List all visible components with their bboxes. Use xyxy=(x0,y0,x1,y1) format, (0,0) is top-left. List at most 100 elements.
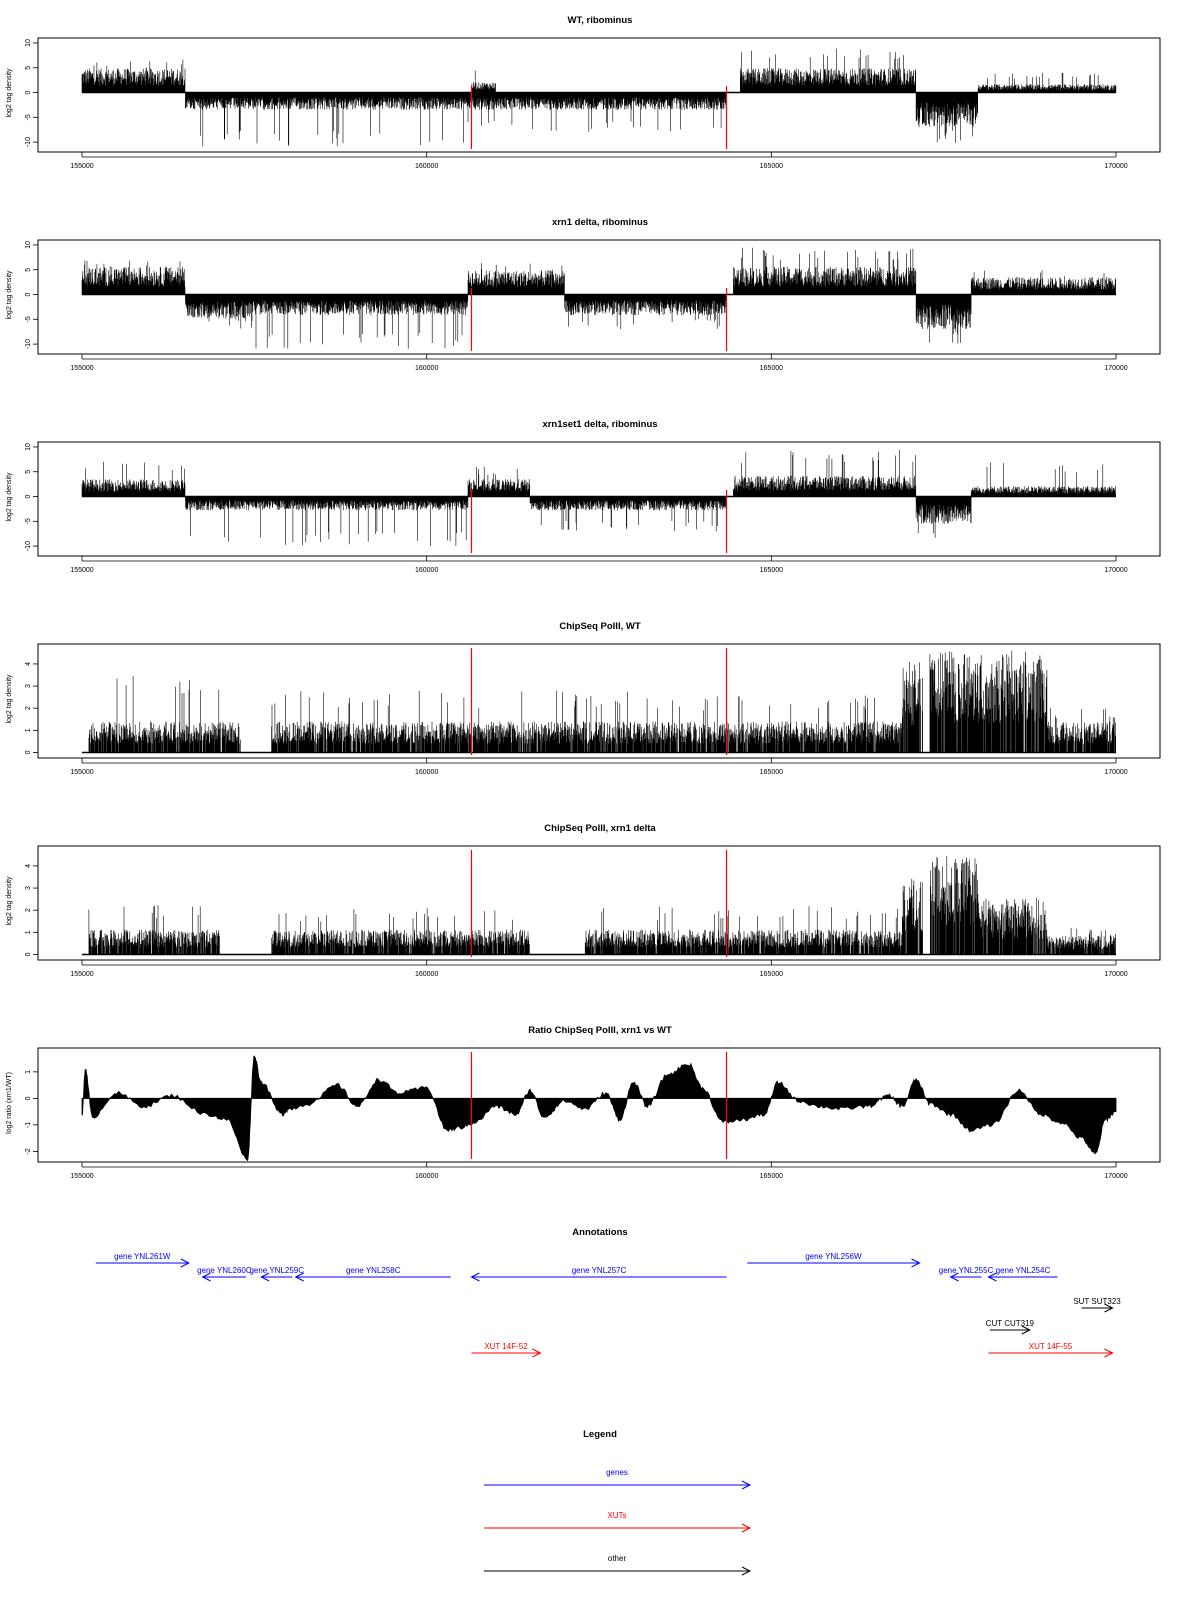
legend-item: genes xyxy=(484,1468,752,1490)
x-tick-label: 160000 xyxy=(415,971,438,978)
annotation-feature: gene YNL259C xyxy=(249,1266,304,1282)
y-tick-label: 10 xyxy=(25,241,32,249)
feature-arrow-icon xyxy=(911,1258,921,1268)
y-tick-label: 5 xyxy=(25,268,32,272)
panel-3-ylabel: log2 tag density xyxy=(6,472,13,522)
annotation-feature: gene YNL254C xyxy=(987,1266,1058,1282)
annotations-title: Annotations xyxy=(572,1227,627,1238)
feature-arrow-icon xyxy=(470,1272,480,1282)
legend: Legend genes XUTs other xyxy=(484,1429,752,1576)
y-tick-label: -10 xyxy=(25,339,32,349)
feature-label: XUT 14F-55 xyxy=(1029,1342,1073,1351)
legend-arrow-icon xyxy=(741,1566,752,1576)
feature-label: gene YNL261W xyxy=(114,1252,171,1261)
y-tick-label: 0 xyxy=(25,750,32,754)
feature-label: SUT SUT323 xyxy=(1073,1297,1121,1306)
y-tick-label: 0 xyxy=(25,494,32,498)
panel-xrn1set1-ribominus: xrn1set1 delta, ribominus log2 tag densi… xyxy=(6,419,1161,574)
feature-arrow-icon xyxy=(294,1272,304,1282)
signal-bars xyxy=(81,449,1116,546)
plot-frame xyxy=(37,1047,1161,1163)
panel-6-ylabel: log2 ratio (xrn1/WT) xyxy=(6,1072,13,1134)
y-tick-label: -5 xyxy=(25,316,32,322)
y-tick-label: 1 xyxy=(25,728,32,732)
feature-arrow-icon xyxy=(532,1348,542,1358)
feature-arrow-icon xyxy=(949,1272,959,1282)
feature-label: gene YNL259C xyxy=(249,1266,304,1275)
y-tick-label: 0 xyxy=(25,952,32,956)
feature-arrow-icon xyxy=(260,1272,270,1282)
x-tick-label: 160000 xyxy=(415,163,438,170)
feature-arrow-icon xyxy=(1104,1303,1114,1313)
x-tick-label: 160000 xyxy=(415,365,438,372)
x-tick-label: 165000 xyxy=(760,769,783,776)
x-tick-label: 155000 xyxy=(70,971,93,978)
annotation-feature: XUT 14F-52 xyxy=(471,1342,542,1358)
legend-items: genes XUTs other xyxy=(484,1468,752,1576)
annotation-feature: gene YNL257C xyxy=(470,1266,727,1282)
y-tick-label: 5 xyxy=(25,66,32,70)
signal-bars xyxy=(81,247,1116,349)
annotation-feature: gene YNL261W xyxy=(95,1252,190,1268)
legend-title: Legend xyxy=(583,1429,617,1440)
panel-4-ylabel: log2 tag density xyxy=(6,674,13,724)
panel-wt-ribominus: WT, ribominus log2 tag density 155000 160… xyxy=(6,15,1161,170)
x-tick-label: 170000 xyxy=(1104,567,1127,574)
feature-label: gene YNL260C xyxy=(197,1266,252,1275)
feature-arrow-icon xyxy=(987,1272,997,1282)
x-tick-label: 155000 xyxy=(70,567,93,574)
x-tick-label: 170000 xyxy=(1104,365,1127,372)
plot-frame xyxy=(37,239,1161,355)
y-tick-label: 3 xyxy=(25,684,32,688)
panel-ratio: Ratio ChipSeq PolII, xrn1 vs WT log2 rat… xyxy=(6,1025,1161,1180)
x-tick-label: 165000 xyxy=(760,365,783,372)
signal-bars xyxy=(88,650,1116,753)
x-tick-label: 160000 xyxy=(415,1173,438,1180)
y-tick-label: -5 xyxy=(25,114,32,120)
y-tick-label: 10 xyxy=(25,443,32,451)
y-tick-label: 0 xyxy=(25,1096,32,1100)
y-tick-label: -10 xyxy=(25,137,32,147)
legend-item: other xyxy=(484,1554,752,1576)
panel-4-plot: 155000 160000 165000 170000 0 1 2 3 4 xyxy=(25,643,1161,776)
x-tick-label: 165000 xyxy=(760,567,783,574)
legend-item-label: other xyxy=(608,1554,627,1563)
panel-6-plot: 155000 160000 165000 170000 -2 -1 0 1 xyxy=(25,1047,1161,1180)
y-tick-label: 5 xyxy=(25,470,32,474)
x-tick-label: 155000 xyxy=(70,365,93,372)
x-tick-label: 160000 xyxy=(415,769,438,776)
legend-item-label: XUTs xyxy=(607,1511,626,1520)
y-tick-label: 4 xyxy=(25,864,32,868)
signal-bars xyxy=(81,48,1117,147)
feature-label: CUT CUT319 xyxy=(986,1319,1035,1328)
feature-arrow-icon xyxy=(1021,1325,1031,1335)
panel-1-title: WT, ribominus xyxy=(568,15,633,26)
feature-label: XUT 14F-52 xyxy=(484,1342,528,1351)
panel-1-ylabel: log2 tag density xyxy=(6,68,13,118)
panel-chipseq-wt: ChipSeq PolII, WT log2 tag density 15500… xyxy=(6,621,1161,776)
annotation-feature: gene YNL260C xyxy=(197,1266,252,1282)
panel-chipseq-xrn1: ChipSeq PolII, xrn1 delta log2 tag densi… xyxy=(6,823,1161,978)
y-tick-label: -2 xyxy=(25,1148,32,1154)
panel-6-title: Ratio ChipSeq PolII, xrn1 vs WT xyxy=(528,1025,672,1036)
plot-frame xyxy=(37,37,1161,153)
feature-arrow-icon xyxy=(180,1258,190,1268)
y-tick-label: 1 xyxy=(25,930,32,934)
panel-2-plot: 155000 160000 165000 170000 -10 -5 0 5 10 xyxy=(25,239,1161,372)
panel-1-plot: 155000 160000 165000 170000 -10 -5 0 5 10 xyxy=(25,37,1161,170)
y-tick-label: -5 xyxy=(25,518,32,524)
x-tick-label: 170000 xyxy=(1104,1173,1127,1180)
feature-label: gene YNL258C xyxy=(346,1266,401,1275)
x-tick-label: 155000 xyxy=(70,769,93,776)
signal-bars xyxy=(88,856,1116,955)
x-tick-label: 170000 xyxy=(1104,769,1127,776)
x-tick-label: 155000 xyxy=(70,1173,93,1180)
ratio-area xyxy=(81,1055,1117,1162)
panel-4-title: ChipSeq PolII, WT xyxy=(559,621,640,632)
x-tick-label: 155000 xyxy=(70,163,93,170)
panel-2-title: xrn1 delta, ribominus xyxy=(552,217,648,228)
y-tick-label: 2 xyxy=(25,706,32,710)
y-tick-label: 0 xyxy=(25,90,32,94)
